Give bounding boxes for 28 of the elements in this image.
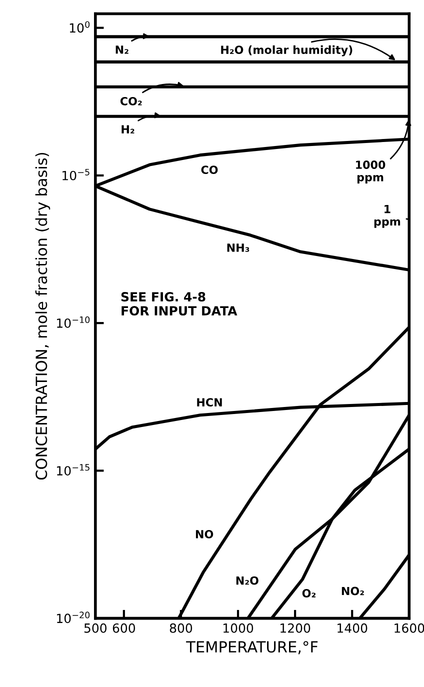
x-tick-label: 1200 bbox=[280, 623, 310, 633]
series-label: N₂O bbox=[236, 576, 258, 585]
series-label: CO bbox=[201, 166, 218, 174]
annotation: 1 ppm bbox=[374, 205, 400, 228]
series-label: CO₂ bbox=[120, 96, 142, 106]
series-label: H₂ bbox=[122, 125, 134, 134]
y-tick-label: 10$^{−20}$ bbox=[57, 612, 90, 624]
x-tick-label: 600 bbox=[112, 623, 136, 633]
series-label: HCN bbox=[197, 398, 222, 407]
y-tick-label: 10$^{−10}$ bbox=[57, 316, 90, 328]
y-tick-label: 10$^{0}$ bbox=[70, 21, 90, 33]
series-label: H₂O (molar humidity) bbox=[221, 45, 352, 56]
y-axis-title: CONCENTRATION, mole fraction (dry basis) bbox=[35, 152, 50, 480]
series-label: NO₂ bbox=[342, 586, 364, 596]
annotation: 1000 ppm bbox=[356, 160, 386, 184]
x-tick-label: 1400 bbox=[338, 623, 368, 633]
y-tick-label: 10$^{−5}$ bbox=[62, 168, 90, 180]
series-label: O₂ bbox=[302, 589, 316, 598]
y-tick-label: 10$^{−15}$ bbox=[57, 464, 90, 476]
x-tick-label: 1000 bbox=[223, 623, 254, 633]
x-tick-label: 500 bbox=[84, 623, 106, 633]
series-label: N₂ bbox=[116, 46, 128, 54]
series-label: NH₃ bbox=[227, 244, 250, 252]
x-tick-label: 1600 bbox=[394, 623, 424, 633]
x-tick-label: 800 bbox=[170, 623, 192, 633]
annotation: SEE FIG. 4-8 FOR INPUT DATA bbox=[121, 292, 238, 316]
x-axis-title: TEMPERATURE,°F bbox=[186, 641, 318, 654]
series-label: NO bbox=[196, 530, 214, 538]
